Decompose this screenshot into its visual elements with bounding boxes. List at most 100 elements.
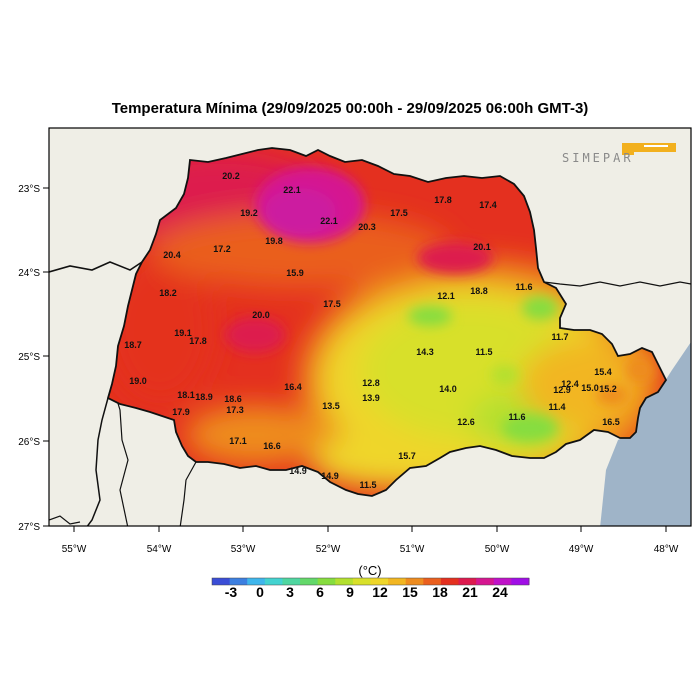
map-frame	[48, 127, 692, 527]
colorbar-segment	[405, 578, 424, 585]
logo-text: SIMEPAR	[562, 151, 634, 165]
colorbar-tick-label: 24	[492, 584, 508, 600]
station-value: 17.4	[479, 200, 497, 210]
station-value: 16.6	[263, 441, 281, 451]
lon-label: 49°W	[569, 544, 594, 555]
station-value: 18.9	[195, 392, 213, 402]
colorbar-segment	[511, 578, 530, 585]
station-value: 13.9	[362, 393, 380, 403]
lon-label: 50°W	[485, 544, 510, 555]
colorbar-segment	[282, 578, 301, 585]
colorbar-segment	[458, 578, 477, 585]
colorbar-tick-label: 9	[346, 584, 354, 600]
station-value: 22.1	[283, 185, 301, 195]
colorbar-segment	[317, 578, 336, 585]
station-value: 11.6	[515, 282, 532, 292]
station-value: 17.8	[434, 195, 452, 205]
station-value: 18.2	[159, 288, 177, 298]
colorbar-tick-label: -3	[225, 584, 238, 600]
station-value: 17.8	[189, 336, 207, 346]
colorbar-segment	[440, 578, 460, 585]
station-value: 20.1	[473, 242, 491, 252]
station-value: 20.2	[222, 171, 240, 181]
station-value: 19.1	[174, 328, 192, 338]
lat-label: 24°S	[18, 268, 40, 279]
colorbar-tick-label: 6	[316, 584, 324, 600]
station-value: 18.8	[470, 286, 488, 296]
colorbar-segment	[423, 578, 442, 585]
station-value: 14.3	[416, 347, 434, 357]
station-value: 17.5	[323, 299, 341, 309]
colorbar-segment	[247, 578, 266, 585]
station-value: 17.5	[390, 208, 408, 218]
colorbar-ticks: -3 0 3 6 9 12 15 18 21 24	[225, 584, 508, 600]
colorbar-segment	[370, 578, 389, 585]
station-value: 17.1	[229, 436, 247, 446]
station-value: 15.4	[594, 367, 612, 377]
station-value: 17.2	[213, 244, 231, 254]
station-value: 15.9	[286, 268, 304, 278]
station-value: 14.0	[439, 384, 457, 394]
colorbar-tick-label: 18	[432, 584, 448, 600]
station-value: 12.4	[561, 379, 579, 389]
lat-label: 26°S	[18, 437, 40, 448]
station-value: 19.0	[129, 376, 147, 386]
lat-label: 23°S	[18, 184, 40, 195]
station-value: 18.7	[124, 340, 142, 350]
station-value: 17.9	[172, 407, 190, 417]
colorbar-segment	[264, 578, 283, 585]
station-value: 11.7	[551, 332, 568, 342]
colorbar-segment	[493, 578, 512, 585]
colorbar-segment	[300, 578, 319, 585]
station-value: 13.5	[322, 401, 340, 411]
lon-label: 52°W	[316, 544, 341, 555]
station-value: 19.8	[265, 236, 283, 246]
simepar-logo: SIMEPAR	[562, 143, 676, 165]
colorbar-segment	[352, 578, 371, 585]
station-labels: 20.2 22.1 19.2 22.1 20.3 17.5 17.8 17.4 19.8 17.2…	[124, 171, 620, 490]
station-value: 19.2	[240, 208, 258, 218]
station-value: 16.5	[602, 417, 620, 427]
colorbar-tick-label: 12	[372, 584, 388, 600]
lon-label: 53°W	[231, 544, 256, 555]
station-value: 15.2	[599, 384, 617, 394]
station-value: 12.8	[362, 378, 380, 388]
station-value: 22.1	[320, 216, 338, 226]
station-value: 14.9	[321, 471, 339, 481]
colorbar-segment	[476, 578, 495, 585]
lon-label: 54°W	[147, 544, 172, 555]
station-value: 11.5	[475, 347, 492, 357]
station-value: 18.6	[224, 394, 242, 404]
station-value: 20.0	[252, 310, 270, 320]
atlantic-ocean	[600, 342, 691, 526]
lon-label: 48°W	[654, 544, 679, 555]
station-value: 12.9	[553, 385, 571, 395]
colorbar-tick-label: 3	[286, 584, 294, 600]
station-value: 15.7	[398, 451, 416, 461]
latitude-axis: 23°S 24°S 25°S 26°S 27°S	[18, 184, 49, 533]
colorbar	[211, 577, 530, 586]
colorbar-segment	[335, 578, 354, 585]
colorbar-tick-label: 15	[402, 584, 418, 600]
station-value: 11.5	[359, 480, 376, 490]
lat-label: 25°S	[18, 352, 40, 363]
station-value: 16.4	[284, 382, 302, 392]
station-value: 11.4	[548, 402, 565, 412]
colorbar-segment	[212, 578, 231, 585]
station-value: 11.6	[508, 412, 525, 422]
longitude-axis: 55°W 54°W 53°W 52°W 51°W 50°W 49°W 48°W	[62, 526, 679, 555]
station-value: 18.1	[177, 390, 195, 400]
lat-label: 27°S	[18, 522, 40, 533]
station-value: 20.3	[358, 222, 376, 232]
station-value: 12.6	[457, 417, 475, 427]
station-value: 20.4	[163, 250, 181, 260]
colorbar-tick-label: 0	[256, 584, 264, 600]
colorbar-tick-label: 21	[462, 584, 478, 600]
colorbar-segment	[229, 578, 248, 585]
station-value: 17.3	[226, 405, 244, 415]
lon-label: 55°W	[62, 544, 87, 555]
colorbar-segment	[388, 578, 407, 585]
lon-label: 51°W	[400, 544, 425, 555]
station-value: 12.1	[437, 291, 455, 301]
